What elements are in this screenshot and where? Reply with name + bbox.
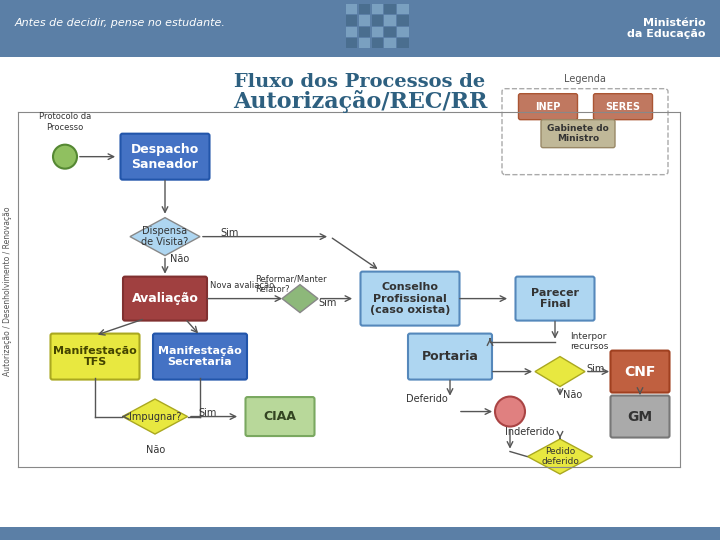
Bar	[397, 26, 409, 37]
Text: Manifestação
TFS: Manifestação TFS	[53, 346, 137, 367]
Text: Não: Não	[563, 389, 582, 400]
Text: Legenda: Legenda	[564, 73, 606, 84]
FancyBboxPatch shape	[246, 397, 315, 436]
Text: CNF: CNF	[624, 364, 656, 379]
Text: Manifestação
Secretaria: Manifestação Secretaria	[158, 346, 242, 367]
Polygon shape	[535, 356, 585, 387]
Bar	[359, 26, 370, 37]
Text: Antes de decidir, pense no estudante.: Antes de decidir, pense no estudante.	[14, 18, 225, 28]
Bar	[397, 4, 409, 14]
Text: Avaliação: Avaliação	[132, 292, 199, 305]
Text: Não: Não	[170, 254, 189, 264]
Bar	[346, 38, 357, 48]
FancyBboxPatch shape	[361, 272, 459, 326]
Text: GM: GM	[627, 409, 652, 423]
Bar	[359, 4, 370, 14]
Text: Deferido: Deferido	[406, 394, 448, 403]
Circle shape	[495, 396, 525, 427]
Bar	[372, 15, 383, 25]
Text: Despacho
Saneador: Despacho Saneador	[131, 143, 199, 171]
Text: Pedido
deferido: Pedido deferido	[541, 447, 579, 466]
Text: Dispensa
de Visita?: Dispensa de Visita?	[141, 226, 189, 247]
Text: Autorização / Desenholvimento / Renovação: Autorização / Desenholvimento / Renovaçã…	[4, 207, 12, 376]
Text: Indeferido: Indeferido	[505, 427, 554, 436]
Text: Ministério
da Educação: Ministério da Educação	[627, 18, 706, 39]
Text: Reformar/Manter
Relator?: Reformar/Manter Relator?	[255, 275, 327, 294]
FancyBboxPatch shape	[611, 396, 670, 437]
Text: Impugnar?: Impugnar?	[129, 411, 181, 422]
Text: Interpor
recursos: Interpor recursos	[570, 332, 608, 352]
Circle shape	[53, 145, 77, 168]
FancyBboxPatch shape	[408, 334, 492, 380]
Text: SERES: SERES	[606, 102, 641, 112]
Text: Sim: Sim	[220, 228, 238, 238]
Polygon shape	[528, 439, 593, 474]
Text: Sim: Sim	[318, 298, 336, 308]
FancyBboxPatch shape	[541, 120, 615, 147]
Bar	[372, 38, 383, 48]
Polygon shape	[122, 399, 187, 434]
FancyBboxPatch shape	[502, 89, 668, 174]
Polygon shape	[130, 218, 200, 255]
Text: Gabinete do
Ministro: Gabinete do Ministro	[547, 124, 609, 143]
Bar	[346, 15, 357, 25]
Bar	[346, 4, 357, 14]
Bar	[384, 4, 396, 14]
Text: Portaria: Portaria	[422, 350, 478, 363]
Text: INEP: INEP	[535, 102, 561, 112]
Bar	[397, 15, 409, 25]
FancyBboxPatch shape	[120, 134, 210, 180]
Text: Fluxo dos Processos de: Fluxo dos Processos de	[235, 73, 485, 91]
Bar	[372, 4, 383, 14]
Text: Autorização/REC/RR: Autorização/REC/RR	[233, 90, 487, 113]
Bar	[346, 26, 357, 37]
Bar	[372, 26, 383, 37]
FancyBboxPatch shape	[611, 350, 670, 393]
FancyBboxPatch shape	[518, 93, 577, 120]
FancyBboxPatch shape	[123, 276, 207, 321]
Polygon shape	[282, 285, 318, 313]
FancyBboxPatch shape	[593, 93, 652, 120]
Bar	[359, 38, 370, 48]
Bar	[397, 38, 409, 48]
Text: Sim: Sim	[198, 408, 217, 417]
Text: Sim: Sim	[586, 363, 604, 374]
FancyBboxPatch shape	[50, 334, 140, 380]
Bar	[359, 15, 370, 25]
Text: Conselho
Profissional
(caso oxista): Conselho Profissional (caso oxista)	[370, 282, 450, 315]
Text: Não: Não	[146, 444, 166, 455]
FancyBboxPatch shape	[516, 276, 595, 321]
FancyBboxPatch shape	[153, 334, 247, 380]
Text: Parecer
Final: Parecer Final	[531, 288, 579, 309]
Bar	[384, 15, 396, 25]
Text: CIAA: CIAA	[264, 410, 297, 423]
Bar	[384, 38, 396, 48]
Text: Nova avaliação: Nova avaliação	[210, 281, 274, 289]
Bar	[384, 26, 396, 37]
Text: Protocolo da
Processo: Protocolo da Processo	[39, 112, 91, 132]
